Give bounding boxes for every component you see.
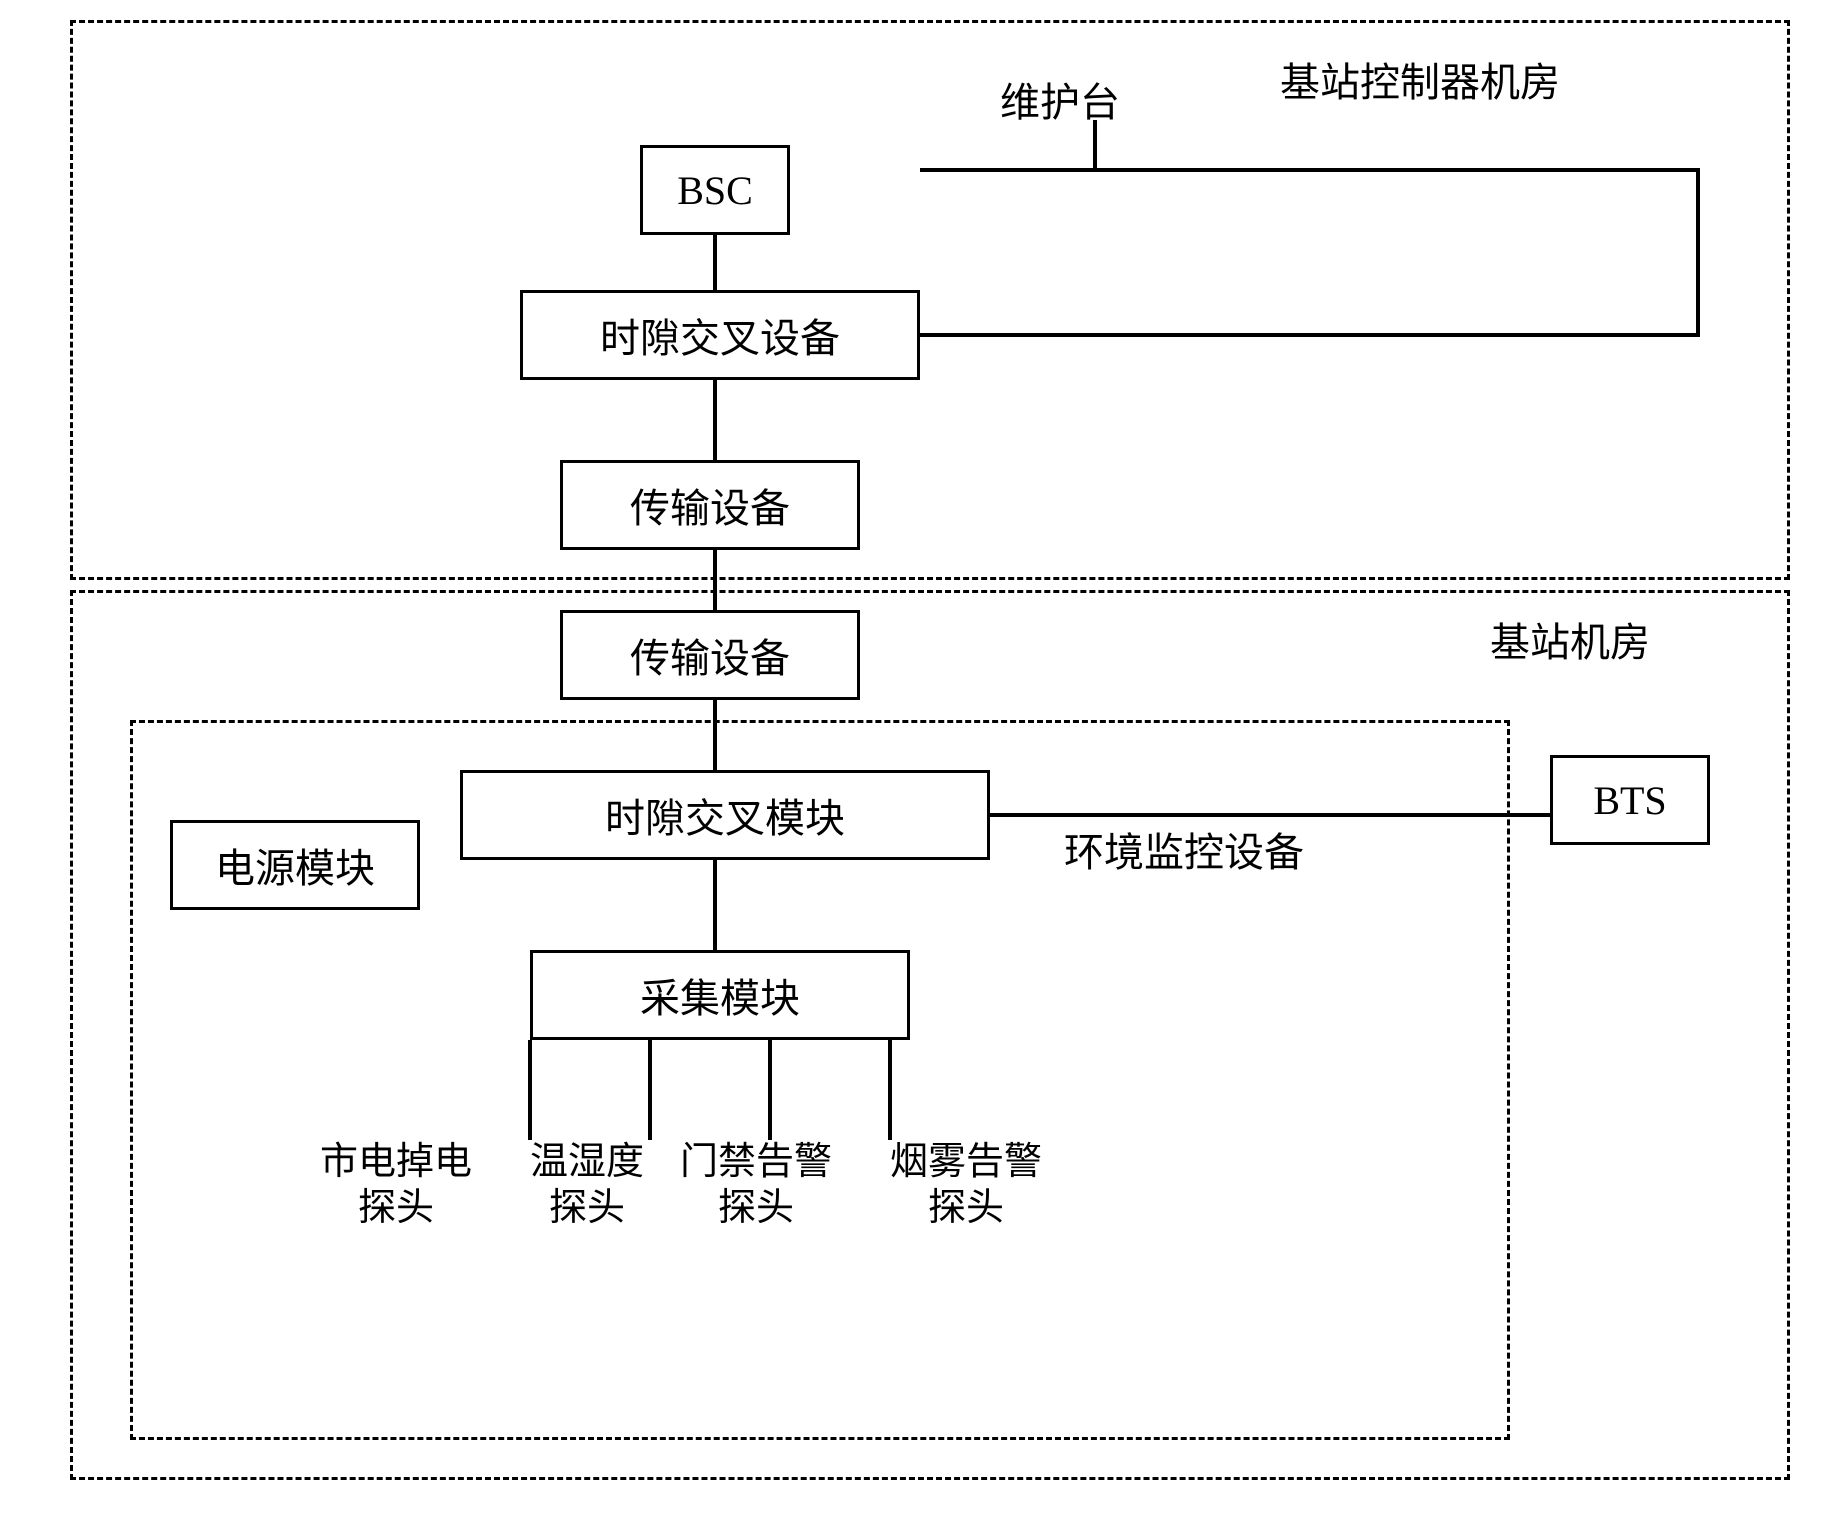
probe-3: 门禁告警 探头 (680, 1140, 832, 1231)
probe-line-4 (888, 1040, 892, 1140)
probe-4: 烟雾告警 探头 (890, 1140, 1042, 1231)
bsc-label: BSC (677, 167, 753, 214)
probe-line-2 (648, 1040, 652, 1140)
bts-label: BTS (1593, 777, 1666, 824)
probe-line-3 (768, 1040, 772, 1140)
trans-dev-2-box: 传输设备 (560, 610, 860, 700)
probe-1-line1: 市电掉电 (320, 1140, 472, 1186)
probe-3-line1: 门禁告警 (680, 1140, 832, 1186)
maintain-label: 维护台 (1000, 70, 1120, 128)
edge-timeslotmod-collect (713, 860, 717, 950)
timeslot-mod-label: 时隙交叉模块 (605, 786, 845, 844)
top-region-label: 基站控制器机房 (1280, 50, 1560, 108)
bsc-box: BSC (640, 145, 790, 235)
maintain-hline-2 (920, 333, 1700, 337)
maintain-vline-1 (1093, 120, 1097, 170)
probe-1-line2: 探头 (320, 1186, 472, 1232)
timeslot-mod-box: 时隙交叉模块 (460, 770, 990, 860)
edge-timeslotmod-bts (990, 813, 1550, 817)
maintain-hline-1 (920, 168, 1700, 172)
trans-dev-1-box: 传输设备 (560, 460, 860, 550)
probe-line-1 (528, 1040, 532, 1140)
edge-bsc-timeslot (713, 235, 717, 290)
timeslot-dev-box: 时隙交叉设备 (520, 290, 920, 380)
collect-mod-label: 采集模块 (640, 966, 800, 1024)
edge-trans2-timeslotmod (713, 700, 717, 770)
trans-dev-2-label: 传输设备 (630, 626, 790, 684)
probe-3-line2: 探头 (680, 1186, 832, 1232)
env-monitor-label: 环境监控设备 (1060, 820, 1308, 878)
probe-2-line1: 温湿度 (530, 1140, 644, 1186)
power-mod-label: 电源模块 (215, 836, 375, 894)
probe-2: 温湿度 探头 (530, 1140, 644, 1231)
maintain-vline-2 (1696, 168, 1700, 337)
power-mod-box: 电源模块 (170, 820, 420, 910)
bts-box: BTS (1550, 755, 1710, 845)
edge-timeslot-trans1 (713, 380, 717, 460)
probe-2-line2: 探头 (530, 1186, 644, 1232)
bottom-region-label: 基站机房 (1490, 610, 1650, 668)
collect-mod-box: 采集模块 (530, 950, 910, 1040)
trans-dev-1-label: 传输设备 (630, 476, 790, 534)
probe-4-line1: 烟雾告警 (890, 1140, 1042, 1186)
probe-1: 市电掉电 探头 (320, 1140, 472, 1231)
probe-4-line2: 探头 (890, 1186, 1042, 1232)
edge-trans1-trans2 (713, 550, 717, 610)
timeslot-dev-label: 时隙交叉设备 (600, 306, 840, 364)
